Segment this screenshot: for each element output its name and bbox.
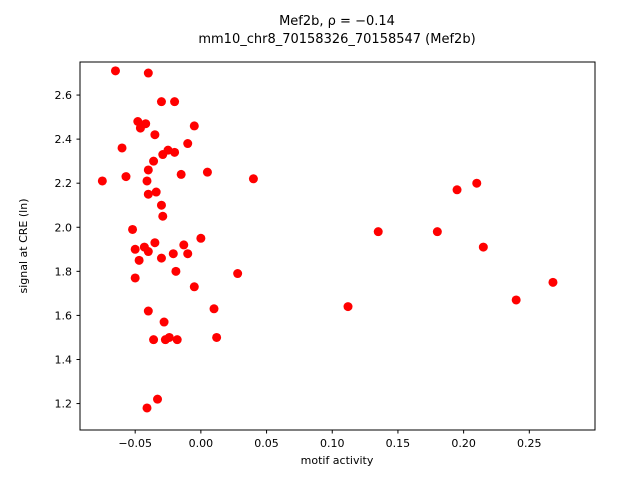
scatter-point xyxy=(472,178,482,188)
scatter-point xyxy=(142,176,152,186)
y-axis-ticks: 1.2 1.4 1.6 1.8 2.0 2.2 2.4 2.6 xyxy=(55,89,80,411)
scatter-point xyxy=(156,97,166,107)
scatter-point xyxy=(478,242,488,252)
scatter-point xyxy=(189,121,199,131)
scatter-point xyxy=(170,97,180,107)
x-tick-label: 0.10 xyxy=(320,437,345,450)
plot-area xyxy=(79,61,596,431)
scatter-point xyxy=(196,233,206,243)
scatter-point xyxy=(209,304,219,314)
x-tick-label: 0.25 xyxy=(517,437,542,450)
scatter-points xyxy=(97,66,558,413)
chart-title: Mef2b, ρ = −0.14 xyxy=(279,14,395,29)
scatter-point xyxy=(189,282,199,292)
scatter-point xyxy=(452,185,462,195)
scatter-point xyxy=(149,335,159,345)
y-tick-label: 2.0 xyxy=(55,221,73,234)
y-tick-label: 1.2 xyxy=(55,398,73,411)
scatter-point xyxy=(149,156,159,166)
scatter-point xyxy=(156,200,166,210)
scatter-point xyxy=(511,295,521,305)
scatter-point xyxy=(143,189,153,199)
scatter-point xyxy=(153,394,163,404)
scatter-point xyxy=(172,335,182,345)
scatter-point xyxy=(158,211,168,221)
scatter-point xyxy=(170,147,180,157)
y-tick-label: 2.4 xyxy=(55,133,73,146)
scatter-point xyxy=(248,174,258,184)
scatter-point xyxy=(150,238,160,248)
x-axis-ticks: −0.05 0.00 0.05 0.10 0.15 0.20 0.25 xyxy=(118,430,542,450)
scatter-point xyxy=(151,187,161,197)
scatter-point xyxy=(168,249,178,259)
scatter-point xyxy=(233,269,243,279)
scatter-point xyxy=(176,169,186,179)
scatter-point xyxy=(143,306,153,316)
x-tick-label: 0.05 xyxy=(254,437,279,450)
scatter-point xyxy=(432,227,442,237)
y-axis-label: signal at CRE (ln) xyxy=(17,199,30,294)
scatter-point xyxy=(343,302,353,312)
x-tick-label: −0.05 xyxy=(118,437,152,450)
scatter-point xyxy=(143,68,153,78)
x-axis-label: motif activity xyxy=(301,454,374,467)
scatter-point xyxy=(171,266,181,276)
y-tick-label: 1.4 xyxy=(55,353,73,366)
scatter-point xyxy=(128,224,138,234)
scatter-point xyxy=(548,277,558,287)
scatter-point xyxy=(150,130,160,140)
scatter-point xyxy=(142,403,152,413)
scatter-point xyxy=(97,176,107,186)
scatter-point xyxy=(134,255,144,265)
scatter-point xyxy=(130,244,140,254)
scatter-point xyxy=(143,247,153,257)
y-tick-label: 2.6 xyxy=(55,89,73,102)
scatter-point xyxy=(141,119,151,129)
x-tick-label: 0.15 xyxy=(386,437,411,450)
scatter-point xyxy=(183,139,193,149)
scatter-point xyxy=(159,317,169,327)
scatter-point xyxy=(164,332,174,342)
chart-subtitle: mm10_chr8_70158326_70158547 (Mef2b) xyxy=(198,32,475,47)
scatter-point xyxy=(179,240,189,250)
scatter-point xyxy=(373,227,383,237)
scatter-point xyxy=(110,66,120,76)
scatter-point xyxy=(212,332,222,342)
scatter-point xyxy=(121,172,131,182)
scatter-point xyxy=(130,273,140,283)
y-tick-label: 2.2 xyxy=(55,177,73,190)
scatter-point xyxy=(183,249,193,259)
y-tick-label: 1.6 xyxy=(55,309,73,322)
x-tick-label: 0.00 xyxy=(189,437,214,450)
scatter-point xyxy=(117,143,127,153)
scatter-point xyxy=(156,253,166,263)
y-tick-label: 1.8 xyxy=(55,265,73,278)
scatter-point xyxy=(143,165,153,175)
x-tick-label: 0.20 xyxy=(451,437,476,450)
scatter-point xyxy=(202,167,212,177)
